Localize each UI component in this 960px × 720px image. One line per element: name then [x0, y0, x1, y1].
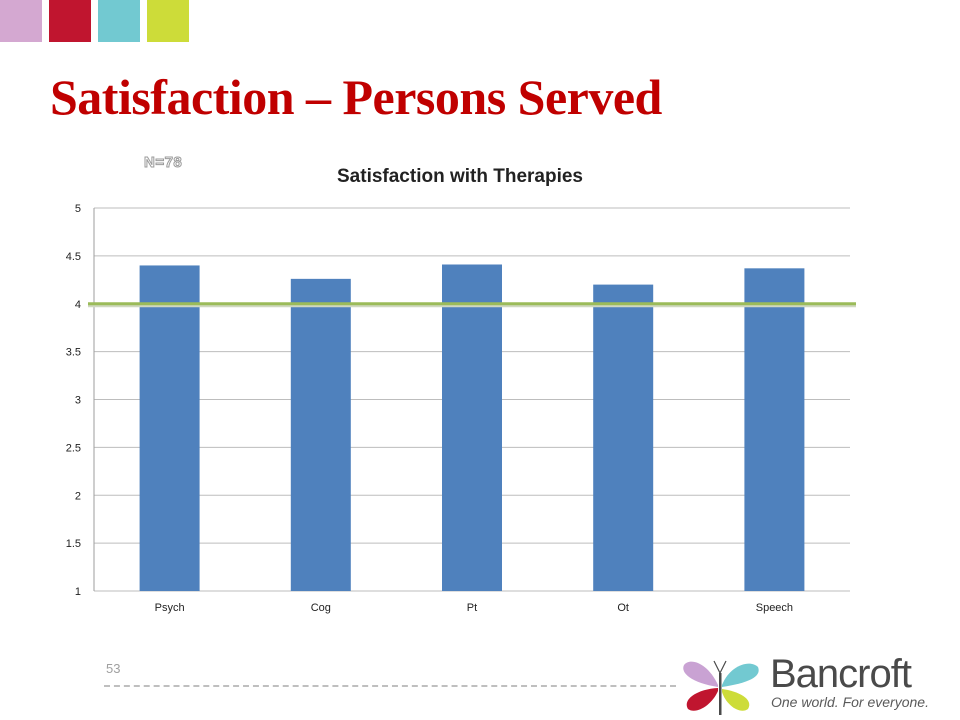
bar-pt — [442, 264, 502, 591]
y-axis-ticks: 5 4.5 4 3.5 3 2.5 2 1.5 1 — [66, 203, 81, 598]
y-tick-label: 1 — [75, 586, 81, 598]
logo-tagline: One world. For everyone. — [771, 694, 929, 710]
y-tick-label: 2 — [75, 490, 81, 502]
butterfly-logo-icon — [683, 660, 759, 715]
x-tick-label: Speech — [756, 602, 793, 614]
corner-square-teal — [98, 0, 140, 42]
slide-title: Satisfaction – Persons Served — [50, 69, 662, 125]
x-tick-label: Ot — [617, 602, 629, 614]
y-tick-label: 3 — [75, 395, 81, 407]
y-tick-label: 4 — [75, 299, 81, 311]
bar-cog — [290, 278, 351, 591]
page-number: 53 — [106, 661, 121, 676]
y-tick-label: 3.5 — [66, 347, 81, 359]
sample-size-annotation: N=78 — [143, 154, 183, 172]
bar-chart: 5 4.5 4 3.5 3 2.5 2 1.5 1 Psych Cog Pt Ot Speech — [66, 203, 856, 614]
footer-divider — [104, 685, 676, 687]
y-tick-label: 5 — [75, 203, 81, 215]
x-axis-ticks: Psych Cog Pt Ot Speech — [155, 602, 793, 614]
y-tick-label: 2.5 — [66, 442, 81, 454]
chart-title: Satisfaction with Therapies — [337, 166, 583, 187]
bar-speech — [744, 268, 805, 591]
bar-psych — [139, 265, 200, 591]
corner-square-red — [49, 0, 91, 42]
x-tick-label: Psych — [155, 602, 185, 614]
y-tick-label: 1.5 — [66, 538, 81, 550]
bars — [139, 264, 805, 591]
logo-wordmark: Bancroft — [770, 652, 912, 696]
y-tick-label: 4.5 — [66, 251, 81, 263]
reference-line-layer — [88, 302, 856, 308]
x-tick-label: Cog — [311, 602, 331, 614]
corner-square-purple — [0, 0, 42, 42]
bar-ot — [593, 284, 654, 591]
x-tick-label: Pt — [467, 602, 477, 614]
corner-square-lime — [147, 0, 189, 42]
